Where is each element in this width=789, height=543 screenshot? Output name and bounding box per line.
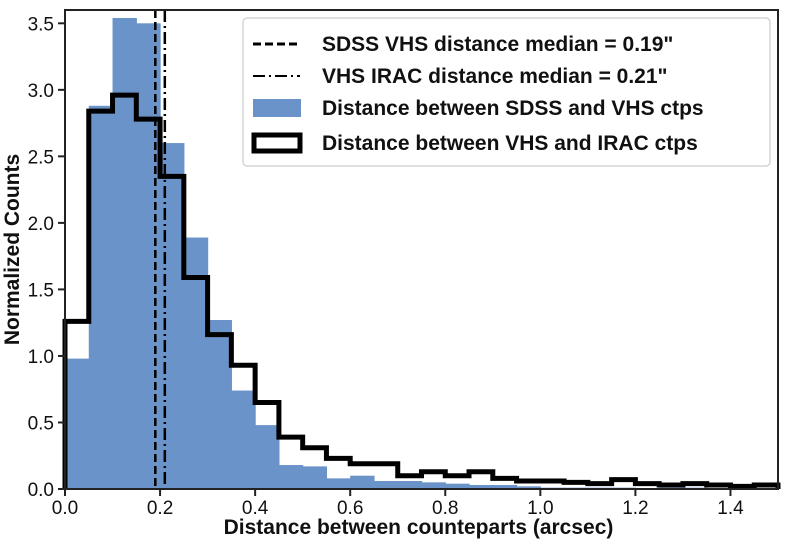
hist-bar [136, 23, 161, 490]
x-tick-label: 1.0 [527, 498, 553, 519]
y-axis: 0.0 0.5 1.0 1.5 2.0 2.5 3.0 3.5 [28, 14, 65, 501]
hist-bar [112, 17, 137, 489]
y-tick-label: 0.5 [28, 413, 54, 434]
vhs-irac-step-histogram [62, 92, 781, 489]
hist-bar [350, 475, 375, 489]
y-tick-label: 1.0 [28, 347, 54, 368]
x-tick-label: 0.0 [52, 498, 78, 519]
hist-bar [302, 466, 328, 489]
y-axis-label: Normalized Counts [1, 154, 24, 345]
x-tick-label: 0.2 [147, 498, 173, 519]
hist-bar [88, 105, 114, 490]
legend-label: Distance between SDSS and VHS ctps [322, 97, 704, 120]
y-tick-label: 3.5 [28, 14, 54, 35]
hist-bar [231, 390, 256, 489]
legend-label: Distance between VHS and IRAC ctps [322, 132, 698, 155]
x-tick-label: 0.8 [432, 498, 458, 519]
x-tick-label: 0.6 [337, 498, 363, 519]
hist-bar [397, 481, 423, 489]
y-tick-label: 0.0 [28, 480, 54, 501]
legend-label: SDSS VHS distance median = 0.19" [322, 33, 673, 56]
legend-box [242, 17, 771, 167]
hist-bar [207, 320, 232, 489]
hist-bar [469, 485, 494, 489]
hist-bar [255, 425, 280, 489]
x-axis-label: Distance between counteparts (arcsec) [224, 516, 614, 539]
hist-bar [278, 465, 304, 489]
y-tick-label: 3.0 [28, 81, 54, 102]
legend: SDSS VHS distance median = 0.19" VHS IRA… [242, 17, 771, 167]
legend-label: VHS IRAC distance median = 0.21" [322, 65, 668, 88]
y-tick-label: 1.5 [28, 280, 54, 301]
x-tick-label: 1.4 [717, 498, 744, 519]
legend-swatch-filled [253, 99, 301, 117]
hist-bar [421, 482, 446, 489]
x-axis: 0.0 0.2 0.4 0.6 0.8 1.0 1.2 1.4 [52, 489, 744, 519]
hist-bar [492, 485, 518, 489]
plot-frame [64, 9, 779, 490]
y-tick-label: 2.0 [28, 214, 54, 235]
hist-bar [516, 486, 541, 489]
y-tick-label: 2.5 [28, 147, 54, 168]
hist-bar [326, 478, 351, 489]
hist-bar [373, 481, 399, 489]
x-tick-label: 1.2 [622, 498, 648, 519]
x-tick-label: 0.4 [242, 498, 269, 519]
hist-bar [65, 358, 90, 489]
hist-bar [445, 483, 470, 489]
legend-swatch-step [251, 132, 303, 154]
